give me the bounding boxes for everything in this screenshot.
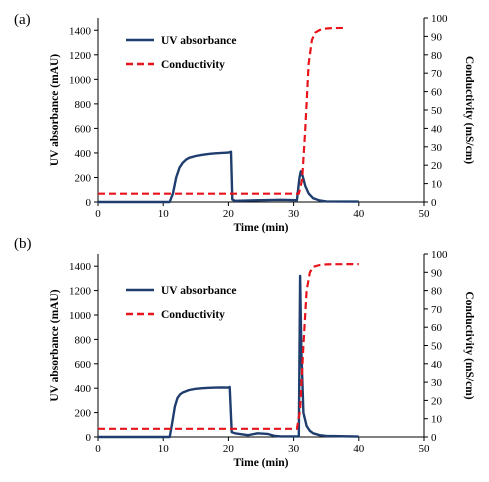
y-tick-label: 0 — [86, 432, 92, 444]
y2-tick-label: 10 — [431, 414, 443, 426]
x-tick-label: 20 — [223, 443, 235, 455]
x-tick-label: 0 — [95, 208, 101, 220]
legend: UV absorbance Conductivity — [126, 285, 237, 321]
y2-tick-label: 90 — [431, 31, 443, 43]
y-tick-label: 0 — [86, 197, 92, 209]
y2-tick-label: 70 — [431, 304, 443, 316]
x-tick-label: 30 — [288, 208, 300, 220]
y2-tick-label: 60 — [431, 87, 443, 99]
y-tick-label: 1000 — [69, 310, 92, 322]
legend-label: Conductivity — [161, 59, 225, 71]
x-tick-label: 40 — [353, 208, 365, 220]
y-tick-label: 400 — [75, 383, 92, 395]
y2-tick-label: 20 — [431, 160, 443, 172]
y-tick-label: 1200 — [69, 286, 92, 298]
y2-tick-label: 100 — [431, 249, 448, 261]
legend: UV absorbance Conductivity — [126, 35, 237, 71]
y-tick-label: 1400 — [69, 25, 92, 37]
x-tick-label: 40 — [353, 443, 365, 455]
y2-tick-label: 50 — [431, 105, 443, 117]
y2-tick-label: 50 — [431, 341, 443, 353]
y2-axis-label: Conductivity (mS/cm) — [463, 56, 475, 164]
legend-label: UV absorbance — [161, 35, 237, 47]
y-tick-label: 400 — [75, 148, 92, 160]
y-tick-label: 1400 — [69, 261, 92, 273]
y2-tick-label: 80 — [431, 50, 443, 62]
x-tick-label: 10 — [158, 208, 170, 220]
y2-tick-label: 0 — [431, 197, 437, 209]
y-tick-label: 600 — [75, 123, 92, 135]
legend-label: UV absorbance — [161, 285, 237, 297]
chart-panel-b: (b)0 10 20 30 40 5002004006008001000120014000… — [14, 236, 475, 469]
y-tick-label: 1200 — [69, 50, 92, 62]
y-tick-label: 800 — [75, 99, 92, 111]
x-tick-label: 10 — [158, 443, 170, 455]
y2-tick-label: 40 — [431, 123, 443, 135]
conductivity-line — [98, 26, 346, 195]
y-tick-label: 200 — [75, 408, 92, 420]
x-axis-label: Time (min) — [233, 222, 288, 234]
y-tick-label: 600 — [75, 359, 92, 371]
uv-absorbance-line — [98, 150, 359, 204]
y2-tick-label: 90 — [431, 267, 443, 279]
y-axis-label: UV absorbance (mAU) — [49, 54, 61, 166]
uv-absorbance-line — [98, 274, 359, 439]
y-axis-label: UV absorbance (mAU) — [49, 289, 61, 401]
y2-axis-label: Conductivity (mS/cm) — [463, 291, 475, 399]
x-tick-label: 20 — [223, 208, 235, 220]
y2-tick-label: 30 — [431, 377, 443, 389]
y2-tick-label: 100 — [431, 13, 448, 25]
y2-tick-label: 40 — [431, 359, 443, 371]
y2-tick-label: 20 — [431, 395, 443, 407]
y2-tick-label: 10 — [431, 179, 443, 191]
y2-tick-label: 70 — [431, 68, 443, 80]
legend-label: Conductivity — [161, 309, 225, 321]
x-tick-label: 0 — [95, 443, 101, 455]
panel-label: (b) — [14, 236, 32, 252]
y-tick-label: 1000 — [69, 74, 92, 86]
x-tick-label: 50 — [419, 208, 431, 220]
y2-tick-label: 60 — [431, 322, 443, 334]
conductivity-line — [98, 263, 359, 430]
x-tick-label: 50 — [419, 443, 431, 455]
y-tick-label: 800 — [75, 334, 92, 346]
y-tick-label: 200 — [75, 172, 92, 184]
chart-panel-a: (a)0 10 20 30 40 5002004006008001000120014000… — [14, 12, 475, 234]
y2-tick-label: 80 — [431, 286, 443, 298]
x-tick-label: 30 — [288, 443, 300, 455]
x-axis-label: Time (min) — [233, 457, 288, 469]
y2-tick-label: 0 — [431, 432, 437, 444]
panel-label: (a) — [14, 12, 31, 28]
y2-tick-label: 30 — [431, 142, 443, 154]
